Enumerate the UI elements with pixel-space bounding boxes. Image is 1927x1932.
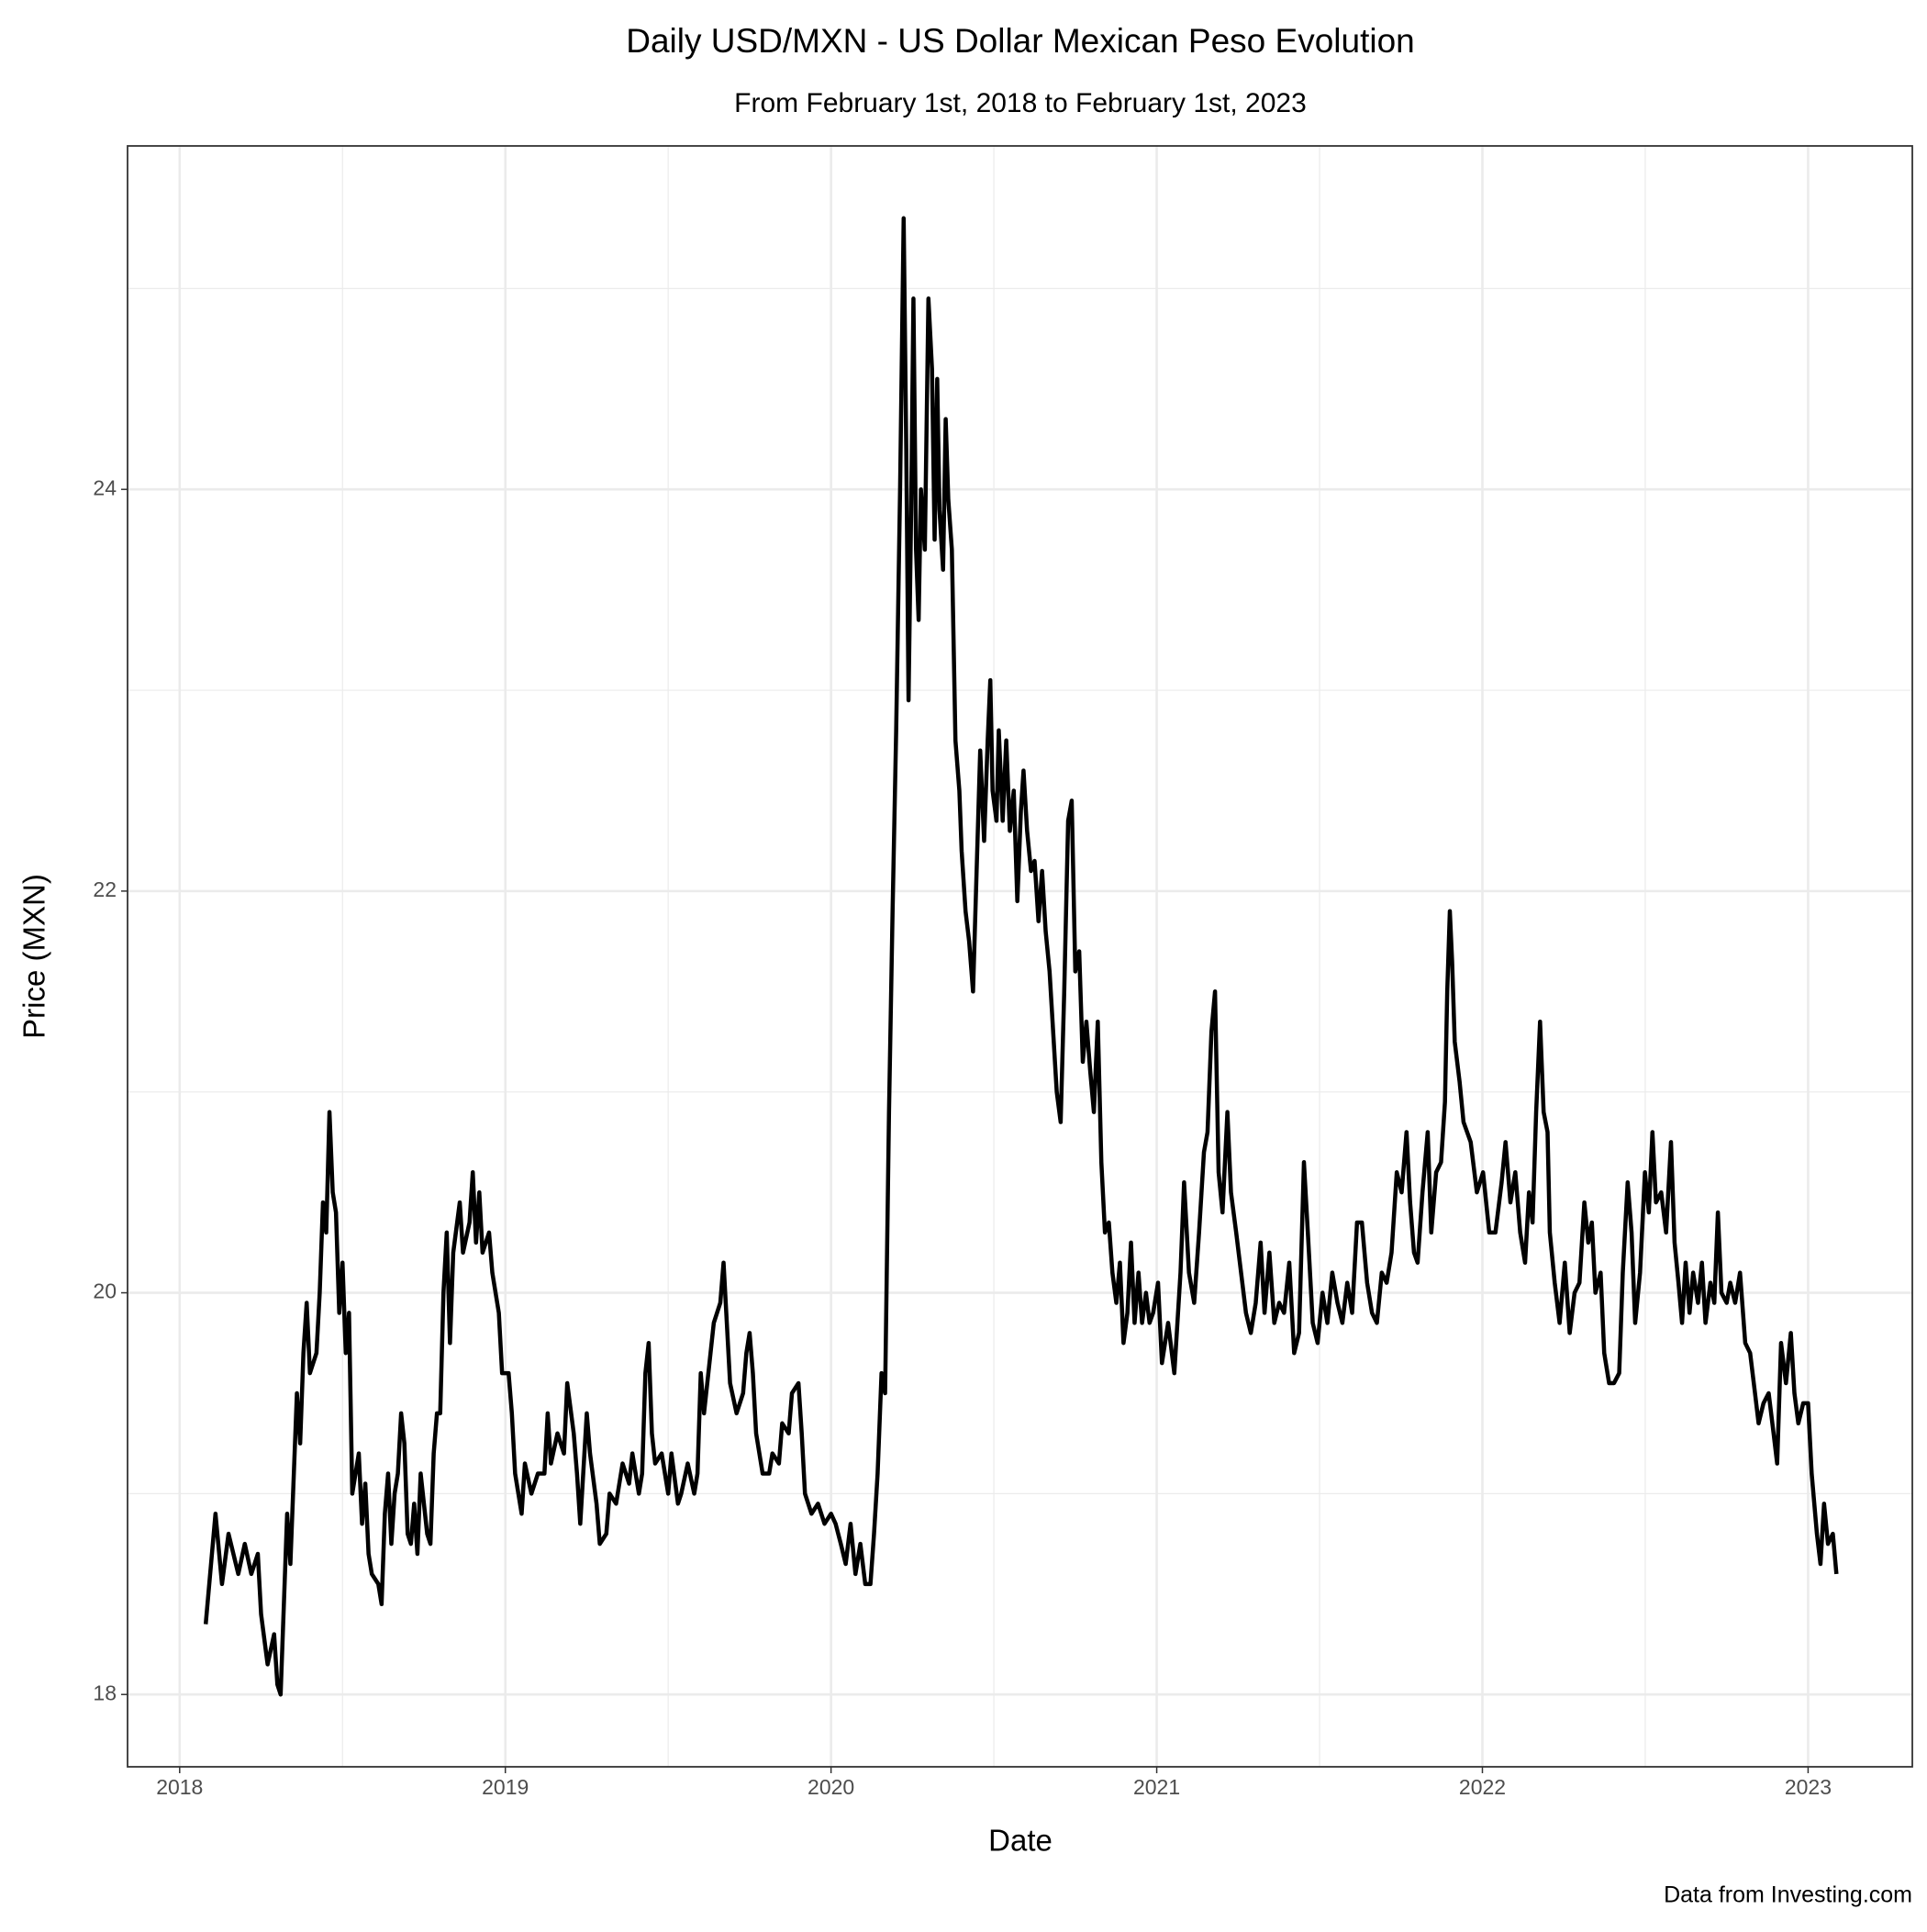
x-tick-label: 2022 [1459, 1775, 1506, 1799]
x-tick-label: 2023 [1785, 1775, 1832, 1799]
x-tick-label: 2020 [808, 1775, 854, 1799]
x-tick-label: 2018 [156, 1775, 203, 1799]
y-tick-label: 24 [93, 475, 117, 499]
y-axis-title: Price (MXN) [17, 874, 51, 1039]
x-axis-title: Date [988, 1824, 1053, 1858]
chart-subtitle: From February 1st, 2018 to February 1st,… [734, 88, 1307, 118]
y-tick-label: 22 [93, 877, 117, 901]
panel-border [127, 145, 1913, 1768]
y-tick-label: 18 [93, 1681, 117, 1704]
y-tick-label: 20 [93, 1279, 117, 1303]
x-tick-label: 2021 [1133, 1775, 1180, 1799]
caption: Data from Investing.com [1664, 1882, 1912, 1908]
x-tick-label: 2019 [482, 1775, 529, 1799]
price-line [203, 216, 1839, 1697]
chart-title: Daily USD/MXN - US Dollar Mexican Peso E… [626, 22, 1415, 60]
